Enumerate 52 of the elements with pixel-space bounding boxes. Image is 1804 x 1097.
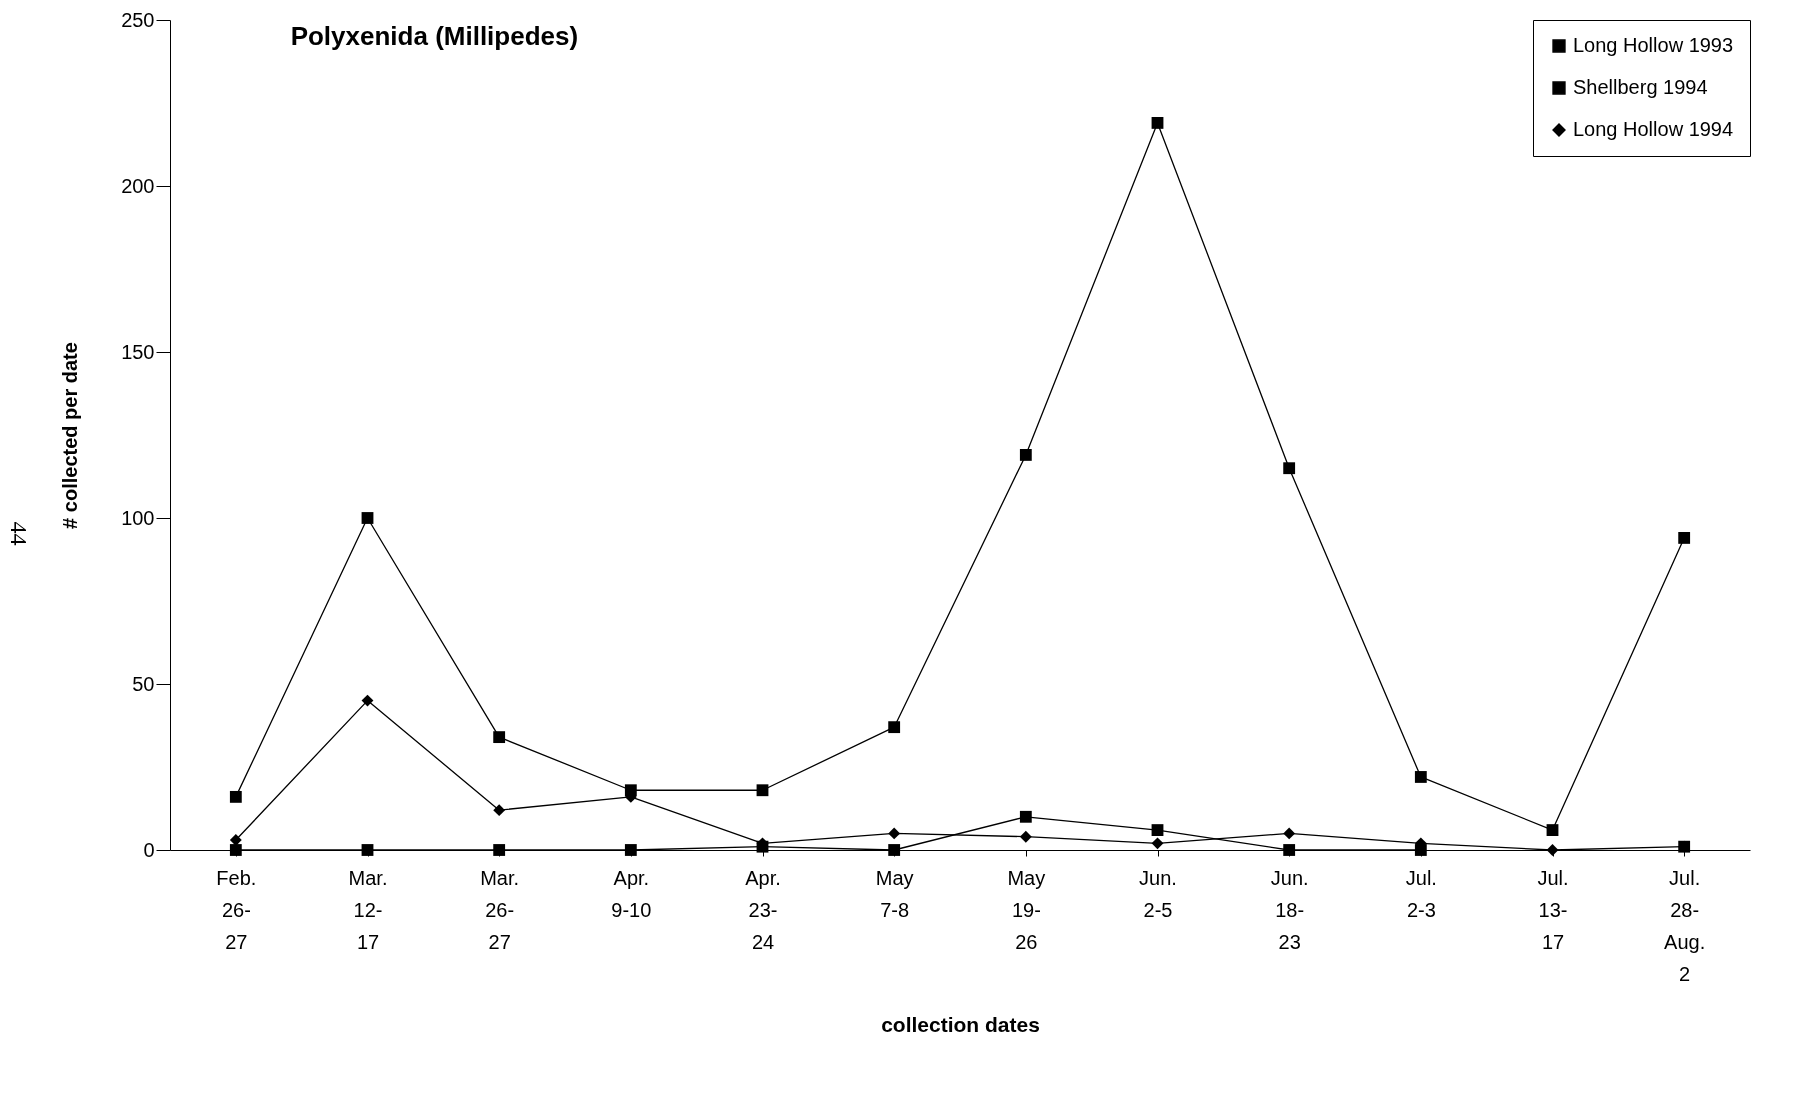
- x-tick-label: May 7-8: [875, 866, 914, 921]
- y-tick-label: 100: [121, 506, 155, 529]
- point: [493, 731, 506, 744]
- point: [1019, 449, 1032, 461]
- chart-title: Polyxenida (Millipedes): [290, 21, 579, 51]
- point: [888, 721, 901, 734]
- y-tick-label: 150: [121, 340, 155, 363]
- legend-label: Long Hollow 1993: [1573, 34, 1734, 56]
- point: [1678, 532, 1691, 544]
- x-tick-label: Mar. 26- 27: [480, 866, 520, 953]
- x-tick-label: Jul. 2-3: [1405, 866, 1437, 921]
- x-tick-label: Jul. 28- Aug. 2: [1664, 866, 1706, 985]
- point: [1151, 117, 1164, 129]
- x-tick-label: May 19- 26: [1007, 866, 1046, 953]
- point: [493, 844, 506, 856]
- y-axis-title: # collected per date: [59, 342, 82, 529]
- point: [1151, 837, 1164, 850]
- point: [1283, 462, 1296, 475]
- x-tick-label: Jun. 2-5: [1139, 866, 1177, 921]
- y-tick-label: 250: [121, 8, 155, 31]
- x-tick-label: Mar. 12- 17: [348, 866, 388, 953]
- x-axis-title: collection dates: [881, 1012, 1040, 1036]
- point: [1283, 827, 1296, 840]
- point: [1019, 810, 1032, 823]
- point: [229, 834, 242, 846]
- point: [1546, 844, 1559, 856]
- point: [888, 844, 901, 856]
- text: 44: [4, 521, 32, 546]
- point: [756, 784, 769, 797]
- x-tick-label: Apr. 23- 24: [745, 866, 781, 953]
- point: [229, 844, 242, 856]
- point: [493, 804, 506, 817]
- point: [361, 694, 374, 707]
- x-tick-label: Apr. 9-10: [611, 866, 652, 921]
- x-tick-label: Jun. 18- 23: [1270, 866, 1309, 953]
- point: [1019, 830, 1032, 843]
- point: [624, 844, 637, 856]
- point: [361, 844, 374, 856]
- point: [229, 790, 242, 803]
- legend-label: Long Hollow 1994: [1573, 118, 1734, 140]
- point: [1151, 824, 1164, 836]
- x-tick-label: Jul. 13- 17: [1537, 866, 1569, 953]
- legend-label: Shellberg 1994: [1573, 76, 1708, 98]
- y-tick-label: 0: [143, 838, 155, 861]
- point: [1414, 771, 1427, 783]
- point: [888, 827, 901, 840]
- point: [1546, 824, 1559, 836]
- x-tick-label: Feb. 26- 27: [216, 866, 257, 953]
- y-tick-label: 200: [121, 174, 155, 197]
- point: [361, 512, 374, 524]
- point: [1283, 844, 1296, 856]
- y-tick-label: 50: [132, 672, 155, 695]
